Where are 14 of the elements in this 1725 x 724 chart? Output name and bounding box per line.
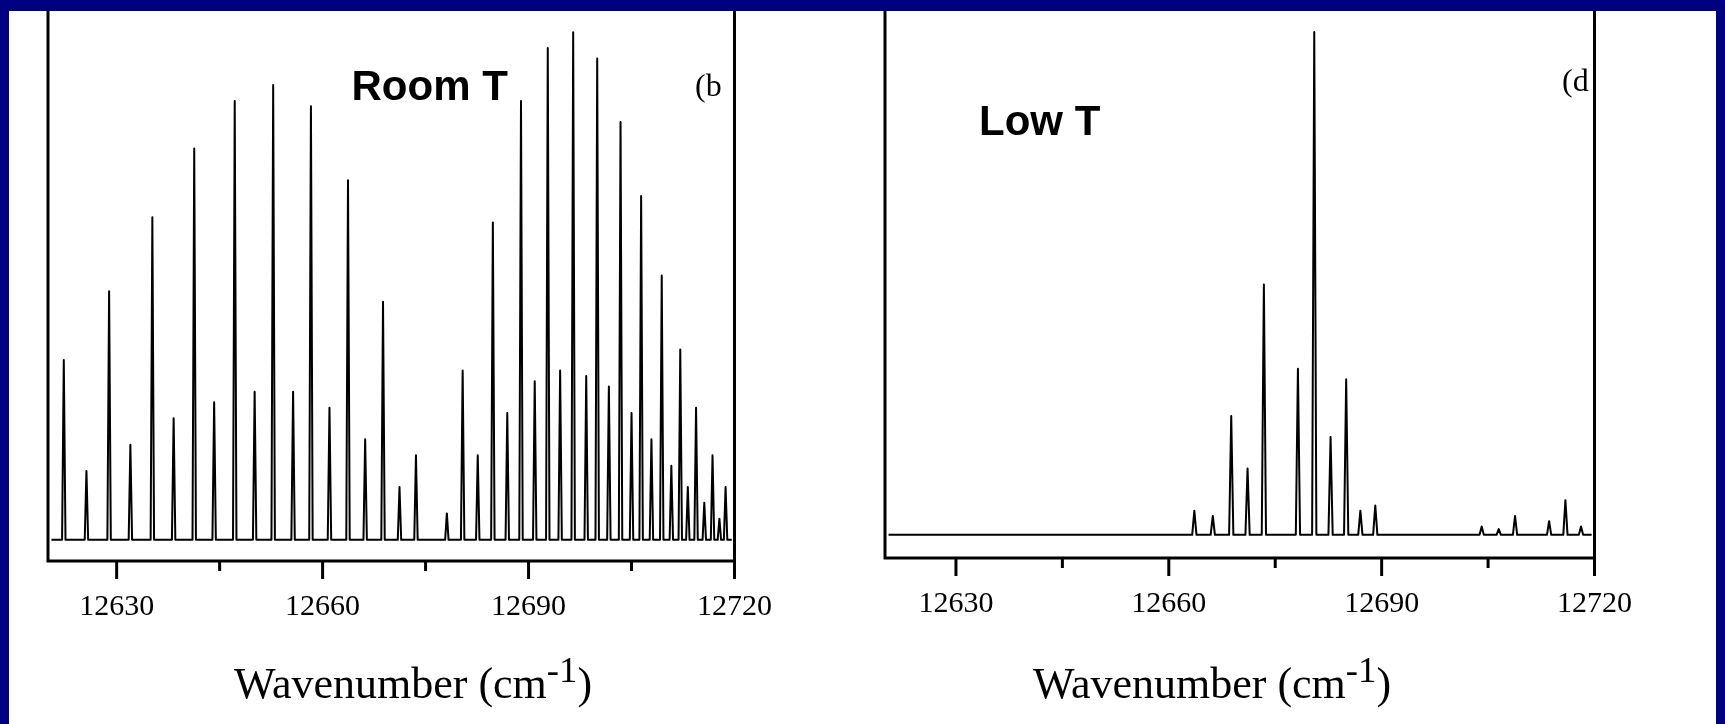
x-axis-title: Wavenumber (cm$^{-1}$) [1032,648,1392,709]
x-tick-label: 12630 [79,587,155,621]
x-tick-label: 12630 [918,584,994,618]
x-axis-title: Wavenumber (cm$^{-1}$) [233,648,593,709]
x-tick-label: 12720 [697,587,772,621]
x-tick-label: 12660 [285,587,361,621]
x-tick-label: 12690 [491,587,567,621]
annotation: (d [1562,61,1589,98]
annotation: Room T [351,61,509,109]
x-tick-label: 12690 [1344,584,1420,618]
annotation: (b [695,67,722,104]
annotation: Low T [979,96,1101,144]
x-tick-label: 12660 [1131,584,1207,618]
x-tick-label: 12720 [1557,584,1632,618]
